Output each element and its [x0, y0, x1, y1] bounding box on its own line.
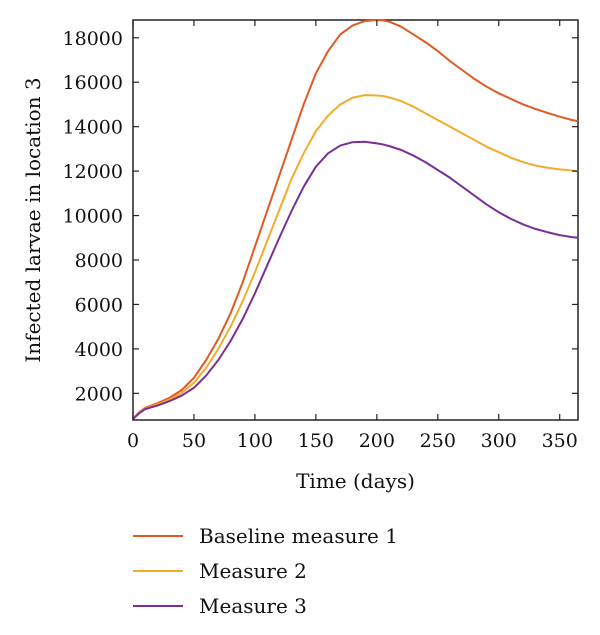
x-tick-label: 350: [542, 430, 578, 452]
y-tick-label: 12000: [63, 161, 123, 183]
series-line-1: [132, 19, 579, 420]
legend-label-3: Measure 3: [199, 594, 307, 618]
y-tick-label: 6000: [75, 294, 123, 316]
series-layer: [132, 19, 579, 420]
x-tick-label: 300: [481, 430, 517, 452]
y-tick-label: 10000: [63, 206, 123, 228]
x-axis: 0 50 100 150 200 250 300 350: [127, 20, 578, 452]
y-axis-title: Infected larvae in location 3: [21, 77, 45, 362]
y-tick-label: 4000: [75, 339, 123, 361]
x-tick-label: 100: [237, 430, 273, 452]
series-line-2: [132, 94, 579, 420]
x-tick-label: 250: [420, 430, 456, 452]
y-tick-label: 16000: [63, 72, 123, 94]
y-axis: 2000 4000 6000 8000 10000 12000 14000 16000 1800…: [63, 28, 578, 405]
y-tick-label: 8000: [75, 250, 123, 272]
legend-label-1: Baseline measure 1: [199, 524, 398, 548]
y-tick-label: 2000: [75, 383, 123, 405]
legend-label-2: Measure 2: [199, 559, 307, 583]
plot-area-frame: [132, 19, 579, 421]
y-tick-label: 18000: [63, 28, 123, 50]
y-tick-label: 14000: [63, 117, 123, 139]
legend: Baseline measure 1 Measure 2 Measure 3: [133, 524, 398, 618]
series-line-3: [132, 140, 579, 420]
x-tick-label: 200: [359, 430, 395, 452]
x-tick-label: 50: [182, 430, 206, 452]
x-tick-label: 0: [127, 430, 139, 452]
x-tick-label: 150: [298, 430, 334, 452]
x-axis-title: Time (days): [296, 469, 415, 493]
